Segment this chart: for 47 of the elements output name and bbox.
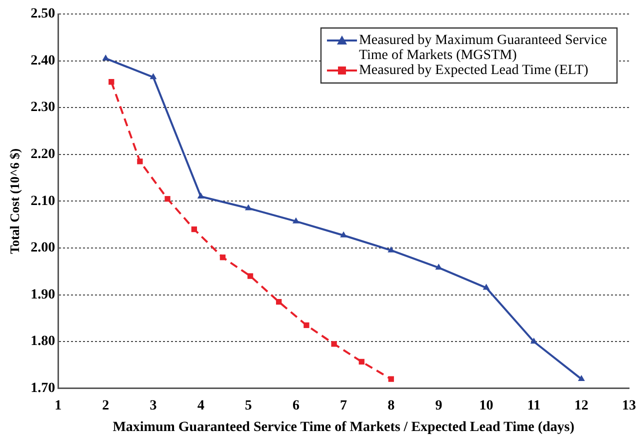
point [578,375,585,382]
y-tick-label: 2.30 [30,100,56,116]
point [388,376,394,382]
point [137,158,143,164]
y-tick-label: 2.50 [30,6,56,22]
point [482,284,490,290]
point [340,231,348,238]
point [244,204,252,210]
x-tick-label: 11 [527,398,540,414]
point [331,341,337,347]
y-tick-label: 1.80 [30,334,56,350]
x-tick-label: 10 [479,398,494,414]
point [304,322,310,328]
x-tick-label: 3 [150,398,157,414]
x-axis-title: Maximum Guaranteed Service Time of Markets / Expected Lead Time (days) [112,420,575,436]
y-tick-label: 2.00 [30,240,56,256]
x-tick-label: 1 [54,398,62,414]
y-tick-label: 2.10 [30,194,56,209]
point [292,217,300,224]
point [197,192,204,199]
point [191,226,197,232]
x-tick-label: 12 [574,398,588,414]
x-tick-label: 2 [102,398,110,414]
point [358,358,364,365]
point [435,264,442,270]
point [388,246,395,252]
y-axis-title: Total Cost (10^6 $) [7,148,22,254]
x-tick-label: 9 [435,398,442,414]
y-tick-label: 1.90 [30,287,56,302]
x-tick-label: 8 [388,398,395,414]
y-tick-label: 2.20 [30,147,56,162]
y-tick-label: 1.70 [30,381,56,396]
x-tick-label: 13 [622,398,636,414]
point [247,273,254,279]
x-tick-label: 7 [340,398,348,414]
point [276,298,282,305]
point [164,196,170,202]
point [108,79,114,85]
legend-label: Measured by Expected Lead Time (ELT) [358,63,589,78]
point [150,73,157,80]
x-tick-label: 6 [292,398,300,414]
point [530,338,538,344]
legend-label: Measured by Maximum Guaranteed Service Time of Markets (MGSTM) [358,33,608,64]
x-tick-label: 4 [197,398,204,414]
x-tick-label: 5 [244,398,252,414]
y-tick-label: 2.40 [30,53,56,68]
point [220,254,226,260]
